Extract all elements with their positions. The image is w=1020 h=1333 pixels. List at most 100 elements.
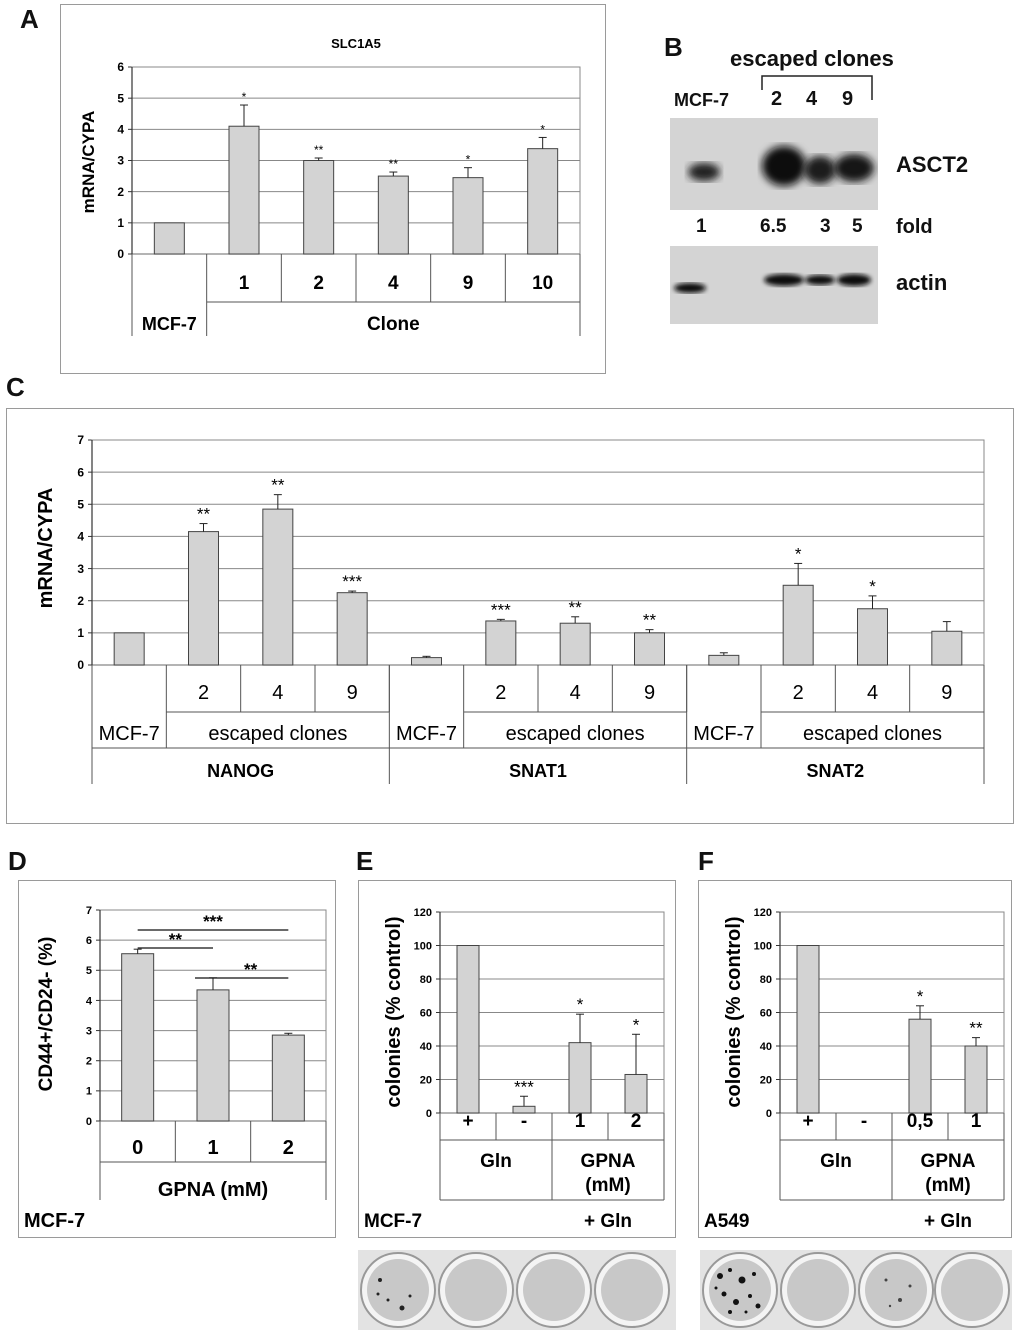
y-tick-label: 80 [420,974,432,986]
ylabel: colonies (% control) [383,916,405,1107]
y-tick-label: 2 [77,594,84,608]
y-tick-label: 60 [760,1007,772,1019]
y-tick-label: 1 [117,216,124,230]
actin-blot-image [670,246,878,324]
wb-fold-3: 3 [820,216,831,237]
y-tick-label: 0 [86,1116,92,1128]
panel-e-frame [358,880,676,1238]
group-label-mm: (mM) [925,1175,970,1196]
bar [228,125,260,255]
bar [456,945,480,1114]
wb-fold-2: 6.5 [760,216,787,237]
x-tick-label: 2 [631,1111,642,1132]
significance-label: ** [197,505,211,524]
significance-label: * [795,544,802,563]
significance-label: ** [969,1019,983,1038]
cell-line-label: A549 [704,1211,749,1232]
significance-label: * [242,90,247,104]
x-tick-label: 4 [388,273,399,294]
panel-label-f: F [698,846,714,876]
y-tick-label: 20 [760,1074,772,1086]
significance-label: ** [643,611,657,630]
chart-a-ylabel: mRNA/CYPA [79,111,98,214]
y-tick-label: 20 [420,1074,432,1086]
bar [196,989,230,1122]
y-tick-label: 3 [77,562,84,576]
bar [452,177,484,255]
group-label-clone: Clone [367,314,420,335]
y-tick-label: 3 [86,1025,92,1037]
x-tick-label: 9 [941,682,952,704]
panel-label-e: E [356,846,374,876]
significance-label: * [633,1015,640,1034]
wb-fold-label: fold [896,216,933,238]
significance-label: * [917,987,924,1006]
significance-label: ** [569,598,583,617]
x-axis-label: GPNA (mM) [158,1179,268,1201]
gene-label: SNAT1 [509,761,567,781]
wb-fold-1: 1 [696,216,707,237]
asct2-blot-image [670,118,878,210]
cell-line-label: MCF-7 [364,1211,422,1232]
y-tick-label: 100 [754,940,772,952]
significance-label: * [466,153,471,167]
bar [377,175,409,255]
significance-label: ** [314,143,324,157]
y-tick-label: 60 [420,1007,432,1019]
bar [121,953,155,1122]
y-tick-label: 6 [117,60,124,74]
x-tick-label: 9 [644,682,655,704]
bar [931,630,963,666]
comparison-label: ** [244,960,258,979]
bar [113,632,145,666]
bar [782,584,814,666]
colony-plate-image-e [358,1250,676,1330]
y-tick-label: 0 [766,1108,772,1120]
y-tick-label: 40 [420,1041,432,1053]
group-label-control: MCF-7 [693,723,754,745]
panel-label-a: A [20,4,39,34]
x-tick-label: 2 [313,273,324,294]
significance-label: ** [389,157,399,171]
significance-label: *** [514,1077,534,1096]
group-label-control: MCF-7 [396,723,457,745]
group-label-mm: (mM) [585,1175,630,1196]
y-tick-label: 3 [117,154,124,168]
x-tick-label: 10 [532,273,553,294]
bar [634,632,665,666]
y-tick-label: 7 [77,433,84,447]
x-tick-label: 9 [347,682,358,704]
panel-c-frame [6,408,1014,824]
bar [527,148,559,255]
bar [271,1034,305,1122]
y-tick-label: 5 [77,497,84,511]
y-tick-label: 120 [754,907,772,919]
significance-label: *** [491,600,511,619]
y-tick-label: 5 [117,91,124,105]
y-tick-label: 0 [77,658,84,672]
wb-fold-4: 5 [852,216,863,237]
y-tick-label: 40 [760,1041,772,1053]
y-tick-label: 4 [86,995,93,1007]
gene-label: NANOG [207,761,274,781]
cell-line-label: MCF-7 [24,1210,85,1232]
group-label-control: MCF-7 [142,314,197,334]
bar [796,945,820,1114]
wb-lane-mcf7: MCF-7 [674,90,729,110]
wb-lane-9: 9 [842,88,854,110]
x-tick-label: 1 [575,1111,586,1132]
panel-label-b: B [664,32,683,62]
y-tick-label: 6 [77,465,84,479]
bar [153,222,185,255]
y-tick-label: 4 [117,123,124,137]
y-tick-label: 6 [86,935,92,947]
y-tick-label: 80 [760,974,772,986]
group-label-clones: escaped clones [803,723,942,745]
significance-label: * [869,577,876,596]
bar [188,531,219,666]
group-label-gpna: GPNA [921,1151,976,1172]
chart-c-ylabel: mRNA/CYPA [35,488,57,609]
x-tick-label: 2 [198,682,209,704]
